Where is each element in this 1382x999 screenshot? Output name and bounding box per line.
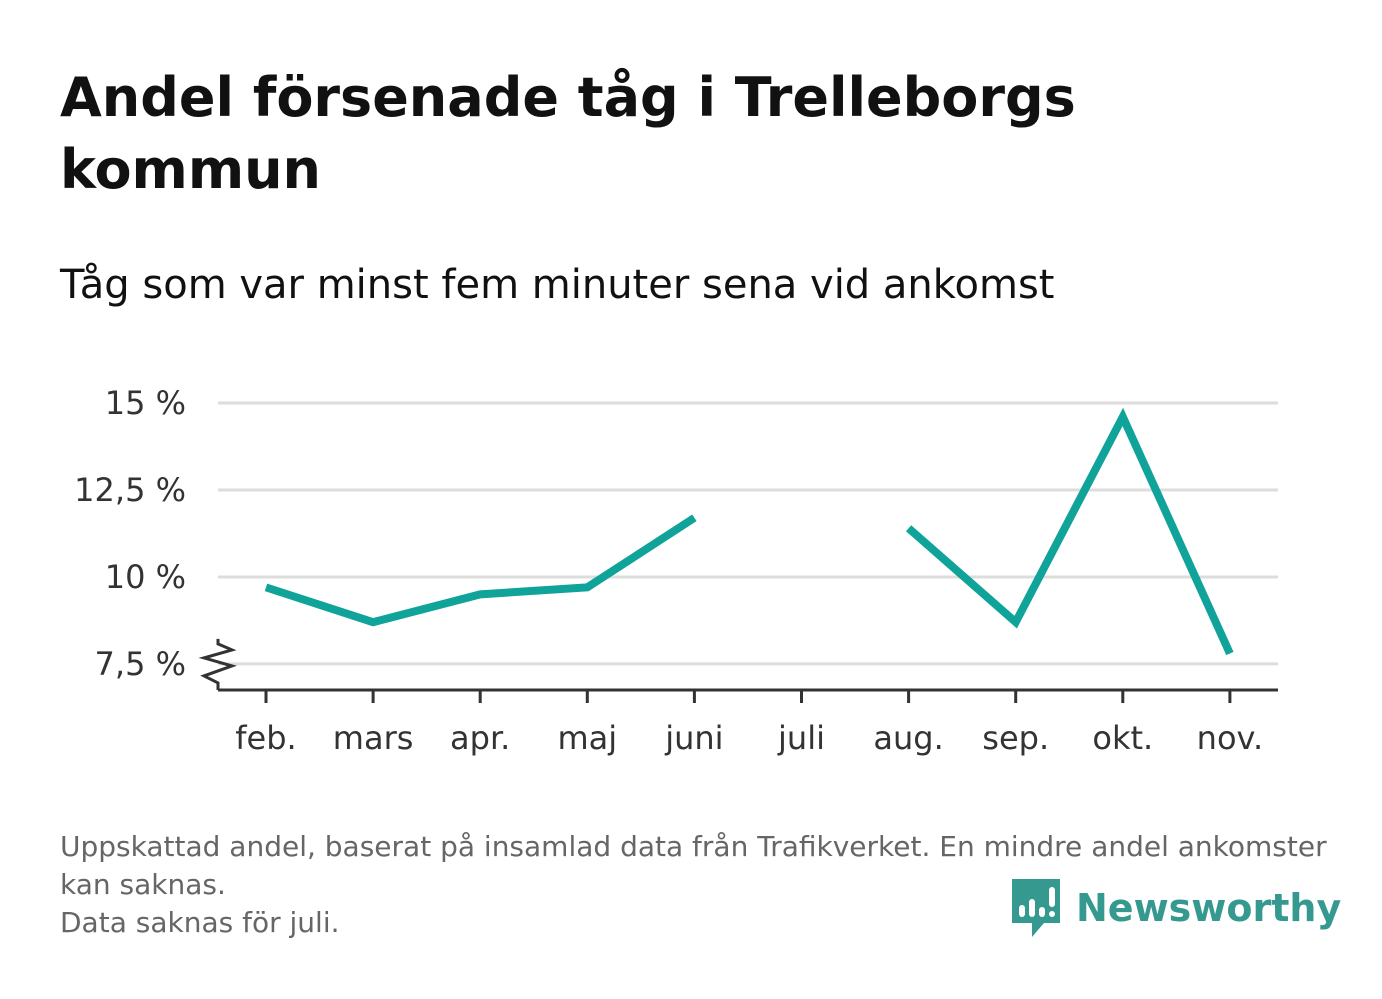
bar-chart-speech-bubble-icon bbox=[1012, 879, 1060, 937]
series-line bbox=[264, 514, 697, 627]
grid-lines bbox=[218, 401, 1278, 666]
series-line bbox=[905, 407, 1234, 656]
x-axis: feb. mars apr. maj juni juli aug. sep. okt. nov. bbox=[198, 638, 1278, 757]
x-tick-label: apr. bbox=[450, 719, 510, 757]
x-tick-label: juni bbox=[664, 719, 723, 757]
y-tick-label: 12,5 % bbox=[74, 471, 186, 509]
chart-title: Andel försenade tåg i Trelleborgs kommun bbox=[60, 66, 1076, 201]
brand-name: Newsworthy bbox=[1076, 886, 1342, 930]
x-tick-label: mars bbox=[333, 719, 414, 757]
y-tick-label: 10 % bbox=[105, 558, 186, 596]
data-series bbox=[264, 407, 1234, 656]
y-tick-label: 7,5 % bbox=[95, 645, 186, 683]
y-axis-ticks: 7,5 % 10 % 12,5 % 15 % bbox=[74, 384, 186, 683]
y-tick-label: 15 % bbox=[105, 384, 186, 422]
y-axis-break bbox=[198, 638, 237, 690]
x-tick-label: maj bbox=[557, 719, 617, 757]
x-tick-label: nov. bbox=[1197, 719, 1263, 757]
x-tick-label: feb. bbox=[235, 719, 296, 757]
footnote-source: Uppskattad andel, baserat på insamlad da… bbox=[60, 830, 1327, 901]
x-tick-label: sep. bbox=[982, 719, 1049, 757]
x-tick-label: juli bbox=[777, 719, 825, 757]
chart-subtitle: Tåg som var minst fem minuter sena vid a… bbox=[60, 262, 1055, 308]
x-tick-label: okt. bbox=[1092, 719, 1153, 757]
footnote: Uppskattad andel, baserat på insamlad da… bbox=[60, 828, 1340, 942]
brand-logo: Newsworthy bbox=[1010, 876, 1341, 940]
line-chart: 7,5 % 10 % 12,5 % 15 % feb. mars apr. maj juni j… bbox=[74, 384, 1278, 757]
footnote-missing-data: Data saknas för juli. bbox=[60, 906, 340, 939]
x-tick-label: aug. bbox=[873, 719, 943, 757]
